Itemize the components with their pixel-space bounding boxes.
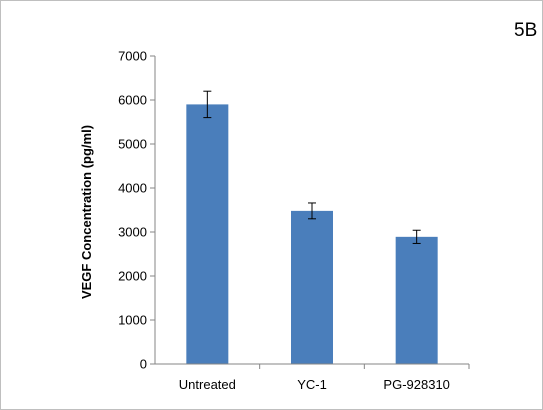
x-axis-ticks: Untreated YC-1 PG-928310 [179, 377, 450, 392]
y-tick-label: 5000 [118, 137, 147, 152]
y-tick-label: 2000 [118, 269, 147, 284]
x-tick-label: PG-928310 [383, 377, 450, 392]
bar [395, 236, 438, 364]
y-tick-label: 0 [140, 357, 147, 372]
x-tick-label: Untreated [179, 377, 236, 392]
y-tick-label: 1000 [118, 313, 147, 328]
y-axis-label: VEGF Concentration (pg/ml) [79, 125, 94, 299]
bar [291, 210, 333, 364]
x-tick-label: YC-1 [297, 377, 327, 392]
bar [186, 104, 229, 365]
axes [150, 55, 470, 369]
y-axis-ticks: 0 1000 2000 3000 4000 5000 6000 7000 [118, 49, 147, 372]
y-tick-label: 4000 [118, 181, 147, 196]
error-bars [203, 90, 421, 244]
y-tick-label: 7000 [118, 49, 147, 64]
y-tick-label: 3000 [118, 225, 147, 240]
panel-label: 5B [514, 20, 538, 41]
y-tick-label: 6000 [118, 93, 147, 108]
bars [186, 104, 438, 365]
